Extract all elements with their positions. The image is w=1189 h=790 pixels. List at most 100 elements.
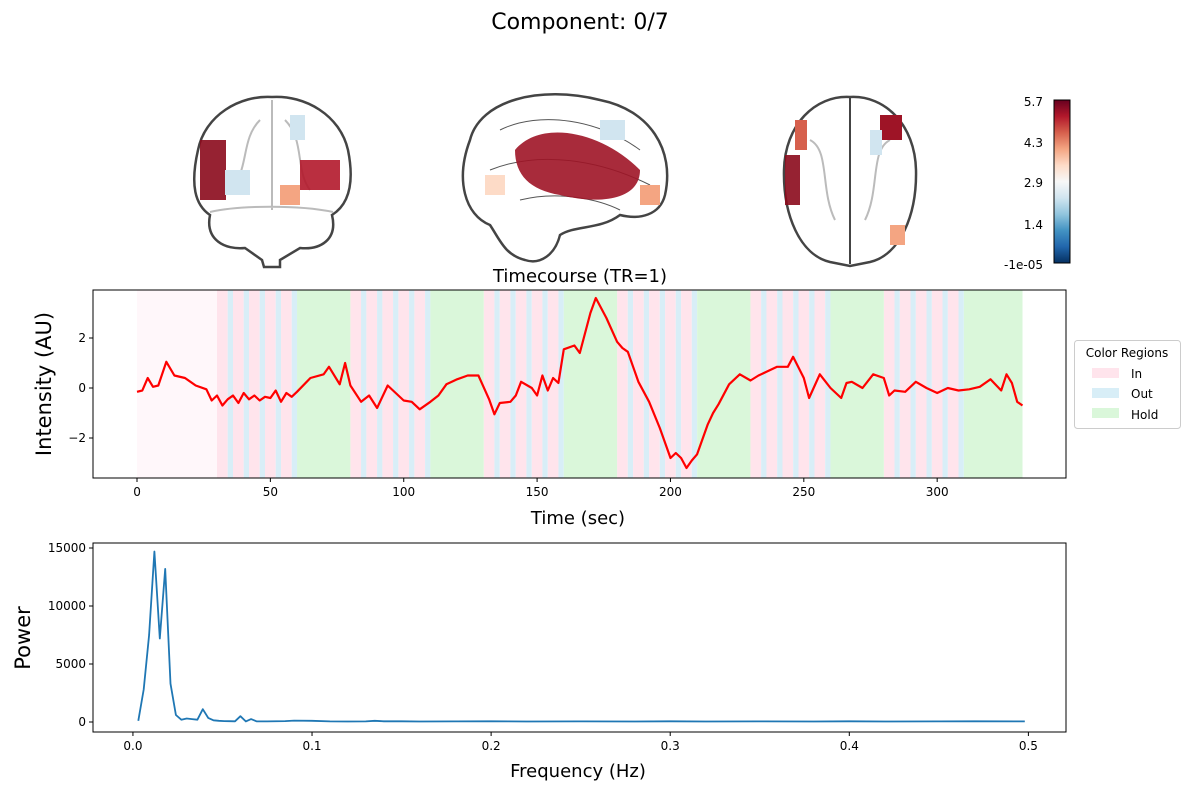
region-in bbox=[649, 290, 660, 478]
region-in bbox=[931, 290, 943, 478]
timecourse-chart: 0 50 100 150 200 250 300 −2 0 2 Timecourse (TR=1)… bbox=[32, 266, 1067, 529]
power-spectrum-chart: 0.0 0.1 0.2 0.3 0.4 0.5 0 5000 10000 15000 Freque… bbox=[11, 541, 1067, 782]
region-in bbox=[398, 290, 410, 478]
timecourse-xlabel: Time (sec) bbox=[530, 508, 625, 529]
y-tick-label: 0 bbox=[78, 715, 86, 729]
x-tick-label: 0.1 bbox=[302, 739, 321, 753]
colorbar: 5.7 4.3 2.9 1.4 -1e-05 bbox=[1004, 95, 1071, 272]
region-out bbox=[494, 290, 500, 478]
timecourse-title: Timecourse (TR=1) bbox=[492, 266, 667, 287]
region-out bbox=[958, 290, 964, 478]
timecourse-line bbox=[136, 296, 1024, 470]
region-out bbox=[926, 290, 932, 478]
region-out bbox=[761, 290, 767, 478]
region-out bbox=[275, 290, 282, 478]
timecourse-ylabel: Intensity (AU) bbox=[32, 312, 56, 456]
region-out bbox=[793, 290, 799, 478]
region-in bbox=[665, 290, 676, 478]
x-tick-label: 200 bbox=[659, 485, 682, 499]
x-tick-label: 0.4 bbox=[840, 739, 859, 753]
region-out bbox=[691, 290, 698, 478]
brain-coronal-view bbox=[192, 95, 352, 269]
colorbar-tick-label: 4.3 bbox=[1024, 136, 1043, 150]
x-tick-label: 300 bbox=[926, 485, 949, 499]
x-tick-label: 0.0 bbox=[123, 739, 142, 753]
legend-label-hold: Hold bbox=[1131, 408, 1158, 422]
region-out bbox=[675, 290, 682, 478]
region-out bbox=[809, 290, 815, 478]
region-out bbox=[393, 290, 399, 478]
power-ylabel: Power bbox=[11, 606, 35, 670]
y-tick-label: 0 bbox=[78, 381, 86, 395]
figure-title: Component: 0/7 bbox=[491, 10, 669, 35]
x-tick-label: 50 bbox=[263, 485, 278, 499]
region-out bbox=[243, 290, 250, 478]
colorbar-tick-label: 5.7 bbox=[1024, 95, 1043, 109]
color-regions bbox=[137, 290, 1023, 478]
legend-swatch-out bbox=[1092, 388, 1119, 398]
timecourse-axes-frame bbox=[92, 289, 1067, 479]
power-spectrum-line bbox=[137, 550, 1025, 723]
region-out bbox=[777, 290, 783, 478]
region-in bbox=[281, 290, 292, 478]
colorbar-tick-label: 1.4 bbox=[1024, 218, 1043, 232]
region-in bbox=[899, 290, 911, 478]
region-in bbox=[798, 290, 810, 478]
region-out bbox=[259, 290, 266, 478]
region-in bbox=[547, 290, 559, 478]
region-baseline bbox=[137, 290, 218, 478]
y-tick-label: 15000 bbox=[48, 541, 86, 555]
legend-swatch-in bbox=[1092, 368, 1119, 378]
x-tick-label: 100 bbox=[392, 485, 415, 499]
region-out bbox=[361, 290, 367, 478]
region-in bbox=[265, 290, 276, 478]
region-in bbox=[681, 290, 692, 478]
region-hold bbox=[430, 290, 484, 478]
region-in bbox=[499, 290, 511, 478]
colorbar-gradient bbox=[1053, 99, 1071, 264]
region-out bbox=[659, 290, 666, 478]
region-in bbox=[350, 290, 362, 478]
legend-title: Color Regions bbox=[1086, 346, 1168, 360]
brain-sagittal-view bbox=[461, 93, 669, 263]
region-out bbox=[227, 290, 234, 478]
legend-label-in: In bbox=[1131, 367, 1142, 381]
brain-axial-view bbox=[782, 95, 918, 268]
region-in bbox=[814, 290, 826, 478]
region-in bbox=[750, 290, 762, 478]
region-out bbox=[627, 290, 634, 478]
region-in bbox=[217, 290, 228, 478]
legend: Color Regions In Out Hold bbox=[1074, 340, 1181, 429]
power-ticks: 0.0 0.1 0.2 0.3 0.4 0.5 0 5000 10000 15000 bbox=[48, 541, 1038, 753]
x-tick-label: 0 bbox=[133, 485, 141, 499]
power-xlabel: Frequency (Hz) bbox=[510, 761, 646, 782]
region-hold bbox=[697, 290, 751, 478]
region-out bbox=[643, 290, 650, 478]
region-out bbox=[291, 290, 298, 478]
region-out bbox=[425, 290, 431, 478]
region-hold bbox=[963, 290, 1023, 478]
colorbar-tick-label: 2.9 bbox=[1024, 176, 1043, 190]
region-in bbox=[947, 290, 959, 478]
timecourse-ticks: 0 50 100 150 200 250 300 −2 0 2 bbox=[68, 331, 948, 499]
x-tick-label: 250 bbox=[792, 485, 815, 499]
x-tick-label: 150 bbox=[526, 485, 549, 499]
region-in bbox=[531, 290, 543, 478]
region-in bbox=[414, 290, 426, 478]
region-in bbox=[382, 290, 394, 478]
region-out bbox=[409, 290, 415, 478]
x-tick-label: 0.3 bbox=[661, 739, 680, 753]
region-out bbox=[942, 290, 948, 478]
region-out bbox=[510, 290, 516, 478]
region-in bbox=[249, 290, 260, 478]
x-tick-label: 0.5 bbox=[1019, 739, 1038, 753]
region-in bbox=[483, 290, 495, 478]
legend-swatch-hold bbox=[1092, 408, 1119, 418]
legend-label-out: Out bbox=[1131, 387, 1153, 401]
region-in bbox=[617, 290, 628, 478]
region-out bbox=[526, 290, 532, 478]
region-hold bbox=[563, 290, 618, 478]
region-out bbox=[377, 290, 383, 478]
region-in bbox=[366, 290, 378, 478]
